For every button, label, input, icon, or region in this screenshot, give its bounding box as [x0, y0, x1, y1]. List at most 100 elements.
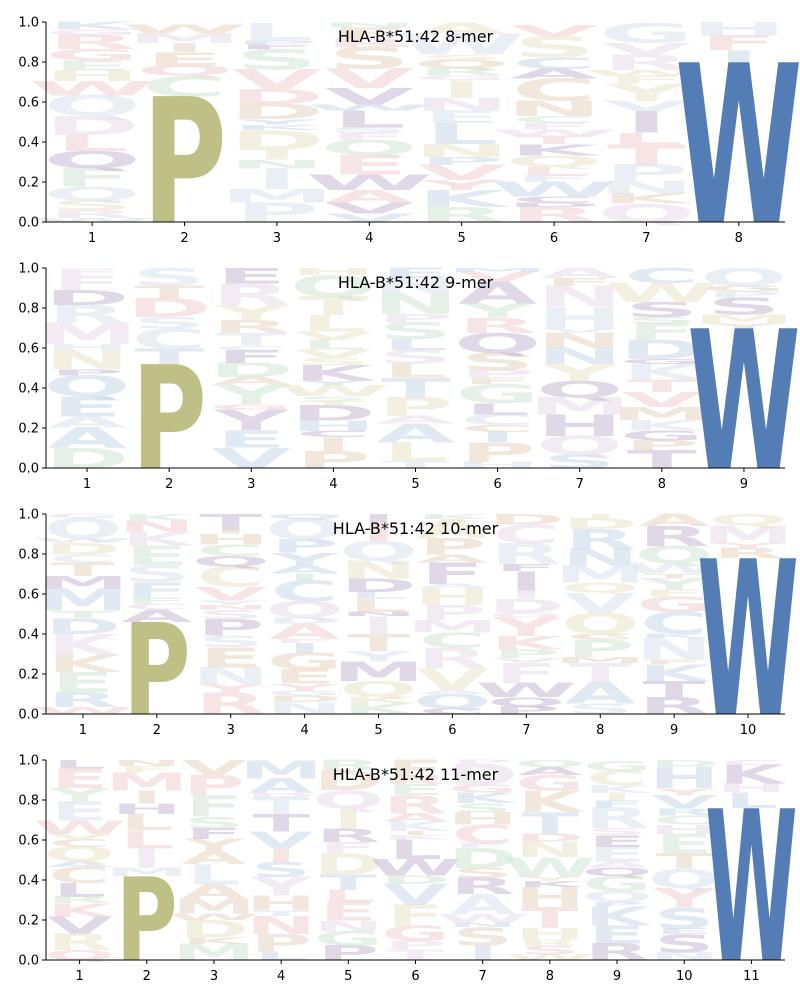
faint-letter: N	[537, 344, 623, 370]
faint-letter: C	[49, 552, 117, 565]
faint-letter: Q	[44, 513, 123, 545]
dominant-letter-W-pos-8: W	[675, 19, 800, 274]
faint-letter: D	[488, 511, 565, 528]
faint-letter: K	[383, 819, 451, 834]
y-tick-label: 0.8	[18, 56, 39, 71]
faint-letter: Y	[213, 379, 291, 411]
faint-letter: P	[419, 155, 504, 167]
faint-letter: I	[361, 517, 395, 547]
faint-letter: D	[448, 842, 518, 875]
y-tick-label: 0.4	[18, 628, 39, 643]
faint-letter: H	[537, 409, 623, 443]
faint-letter: S	[587, 827, 647, 838]
faint-letter: V	[540, 327, 619, 334]
faint-letter: G	[583, 759, 652, 774]
faint-letter: S	[328, 41, 411, 75]
faint-letter: F	[495, 562, 558, 573]
faint-letter: K	[638, 659, 713, 687]
faint-letter: Y	[234, 118, 322, 127]
faint-letter: Q	[561, 608, 640, 641]
faint-letter: E	[53, 58, 132, 74]
faint-letter: Q	[339, 677, 418, 702]
logo-letter-W: W	[705, 769, 798, 1000]
faint-letter: M	[693, 312, 795, 326]
faint-letter: A	[249, 775, 314, 798]
faint-letter: S	[625, 315, 699, 325]
x-tick-label: 7	[522, 723, 530, 738]
faint-letter: P	[460, 437, 535, 469]
faint-letter: E	[380, 265, 450, 281]
faint-letter: N	[313, 918, 383, 935]
panel-title: HLA-B*51:42 10-mer	[333, 519, 499, 538]
x-tick-label: 5	[374, 723, 382, 738]
faint-letter: G	[455, 379, 539, 410]
faint-letter: K	[343, 695, 418, 706]
faint-letter: V	[383, 878, 449, 912]
faint-letter: G	[209, 403, 293, 412]
faint-letter: W	[504, 953, 597, 962]
faint-letter: A	[638, 511, 710, 530]
faint-letter: Q	[44, 948, 115, 964]
x-tick-label: 9	[670, 723, 678, 738]
faint-letter: M	[127, 31, 242, 47]
faint-letter: C	[197, 561, 265, 594]
y-tick-label: 0.2	[18, 176, 39, 191]
faint-letter: I	[400, 830, 431, 836]
dominant-letter-P-pos-2: P	[132, 337, 207, 502]
faint-letter: F	[643, 588, 706, 599]
y-tick-label: 1.0	[18, 262, 39, 277]
logo-letter-W: W	[675, 19, 800, 274]
y-tick-label: 0.6	[18, 588, 39, 603]
faint-letter: Q	[313, 785, 384, 814]
x-tick-label: 4	[365, 231, 373, 246]
faint-letter: Y	[459, 300, 537, 323]
x-tick-label: 4	[329, 477, 337, 492]
faint-letter: Y	[249, 872, 313, 902]
faint-letter: C	[132, 323, 207, 356]
faint-letter: D	[448, 758, 518, 792]
faint-letter: Y	[705, 322, 783, 329]
faint-letter: F	[545, 276, 615, 288]
faint-letter: Q	[44, 843, 115, 866]
x-tick-label: 10	[740, 723, 757, 738]
faint-letter: N	[413, 94, 510, 115]
faint-letter: C	[566, 633, 634, 642]
x-tick-label: 3	[210, 969, 218, 984]
faint-letter: Y	[603, 79, 690, 107]
x-tick-label: 6	[493, 477, 501, 492]
faint-letter: T	[252, 809, 309, 837]
faint-letter: Q	[413, 690, 492, 713]
logo-panel-2: DAAEQPNHMRDFFTCSDTSVEYGYADFCTRYREPICHDTS…	[18, 262, 800, 515]
faint-letter: F	[185, 826, 242, 843]
x-tick-label: 1	[88, 231, 96, 246]
faint-letter-stack: WREKKDTMMTCDWQGACFFSEKNKRYNESPSNYVCQCHIT…	[32, 510, 794, 721]
faint-letter: H	[44, 68, 141, 85]
faint-letter: V	[417, 161, 506, 186]
faint-letter: W	[33, 817, 126, 839]
faint-letter: I	[287, 641, 321, 656]
faint-letter: N	[321, 21, 418, 30]
faint-letter: Y	[541, 360, 618, 387]
faint-letter: V	[294, 347, 374, 361]
faint-letter: H	[691, 18, 788, 40]
faint-letter: Q	[581, 888, 652, 905]
faint-letter: Y	[639, 575, 709, 593]
dominant-letter-P-pos-2: P	[123, 598, 191, 745]
faint-letter: P	[419, 601, 487, 624]
faint-letter: P	[49, 368, 124, 378]
faint-letter: L	[55, 130, 129, 156]
faint-letter: P	[460, 368, 535, 380]
y-tick-label: 0.2	[18, 914, 39, 929]
faint-letter: S	[132, 263, 206, 291]
faint-letter: K	[47, 628, 122, 663]
faint-letter: D	[44, 111, 140, 141]
faint-letter: T	[252, 793, 309, 820]
faint-letter: W	[398, 28, 525, 61]
faint-letter: M	[37, 583, 129, 618]
faint-letter: C	[512, 114, 597, 125]
faint-letter: Q	[709, 511, 788, 530]
faint-letter: D	[313, 847, 383, 881]
faint-letter: T	[521, 806, 578, 840]
faint-letter: H	[246, 892, 316, 916]
faint-letter: I	[333, 803, 364, 835]
